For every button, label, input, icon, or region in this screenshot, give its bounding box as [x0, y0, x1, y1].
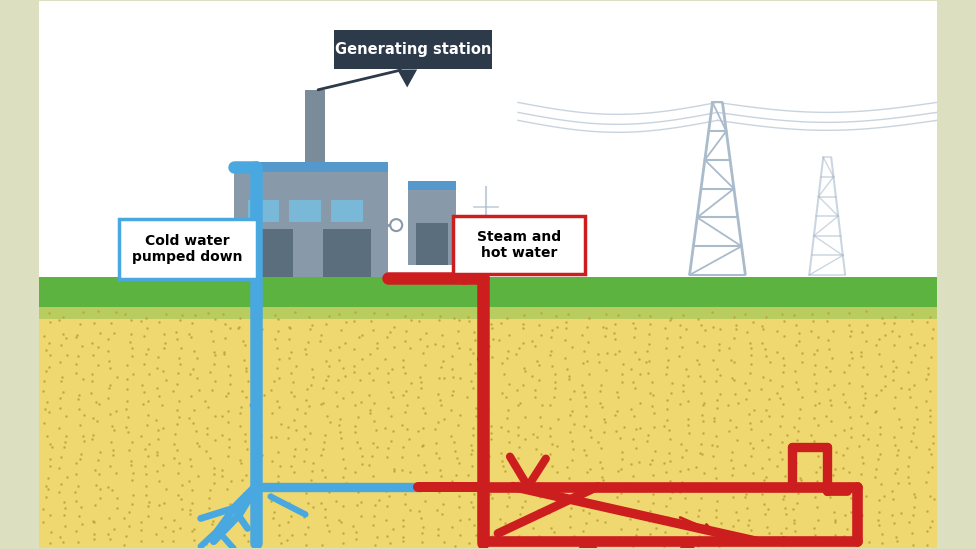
Bar	[408, 181, 456, 190]
Bar	[39, 307, 937, 319]
Bar	[39, 309, 937, 548]
Bar	[290, 200, 321, 222]
Bar	[246, 229, 294, 277]
Bar	[332, 200, 363, 222]
Bar	[233, 163, 388, 172]
Bar	[305, 91, 325, 163]
Bar	[323, 229, 371, 277]
Polygon shape	[397, 70, 417, 87]
FancyBboxPatch shape	[335, 30, 492, 70]
Text: Cold water
pumped down: Cold water pumped down	[133, 234, 243, 264]
FancyBboxPatch shape	[453, 216, 585, 274]
Bar	[416, 223, 448, 265]
Bar	[39, 1, 937, 277]
Text: Generating station: Generating station	[335, 42, 491, 57]
Bar	[248, 200, 279, 222]
FancyBboxPatch shape	[119, 219, 257, 279]
Bar	[39, 277, 937, 309]
Text: Steam and
hot water: Steam and hot water	[477, 230, 561, 260]
Bar	[233, 172, 388, 277]
Bar	[408, 190, 456, 265]
Circle shape	[390, 219, 402, 231]
